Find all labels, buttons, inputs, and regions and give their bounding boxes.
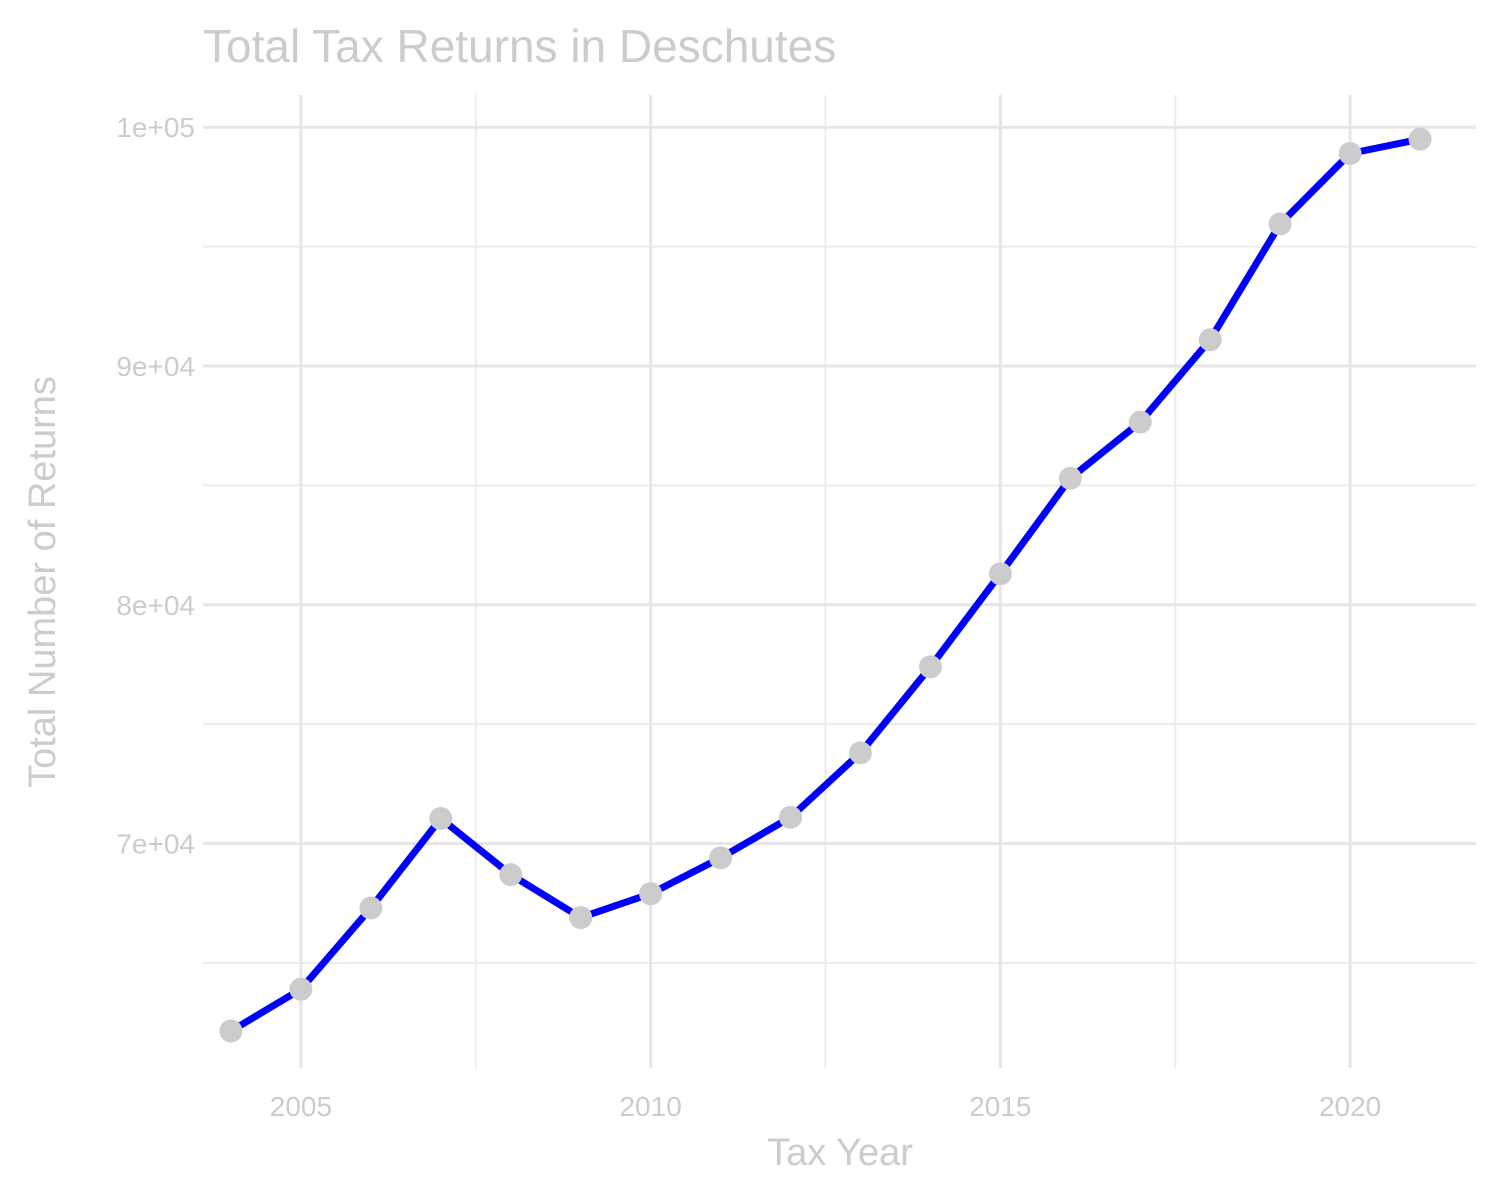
data-point-2018 [1198,328,1222,352]
x-axis-ticks: 2005 2010 2015 2020 [270,1091,1381,1122]
y-axis-title: Total Number of Returns [22,376,64,788]
data-point-2019 [1268,212,1292,236]
x-tick-label-2010: 2010 [619,1091,681,1122]
x-tick-label-2020: 2020 [1319,1091,1381,1122]
data-point-2012 [779,805,803,829]
series-layer [227,135,1424,1035]
data-point-2007 [429,806,453,830]
data-point-2009 [569,906,593,930]
data-point-2004 [219,1019,243,1043]
data-point-2015 [988,562,1012,586]
x-tick-label-2015: 2015 [969,1091,1031,1122]
chart-title: Total Tax Returns in Deschutes [203,20,836,72]
data-point-2013 [848,741,872,765]
series-line-0 [227,135,1424,1035]
y-axis-ticks: 7e+04 8e+04 9e+04 1e+05 [116,112,195,859]
data-point-2011 [709,846,733,870]
x-axis-title: Tax Year [767,1132,913,1174]
y-tick-label-8e+04: 8e+04 [116,590,195,621]
x-tick-label-2005: 2005 [270,1091,332,1122]
data-point-2020 [1338,141,1362,165]
data-points [219,127,1432,1043]
data-point-2016 [1058,466,1082,490]
data-point-2010 [639,882,663,906]
data-point-2021 [1408,127,1432,151]
y-tick-label-1e+05: 1e+05 [116,112,195,143]
data-point-2014 [918,655,942,679]
data-point-2006 [359,896,383,920]
data-point-2005 [289,977,313,1001]
data-point-2008 [499,863,523,887]
y-tick-label-9e+04: 9e+04 [116,351,195,382]
y-tick-label-7e+04: 7e+04 [116,829,195,860]
grid-lines [203,95,1476,1068]
data-point-2017 [1128,410,1152,434]
